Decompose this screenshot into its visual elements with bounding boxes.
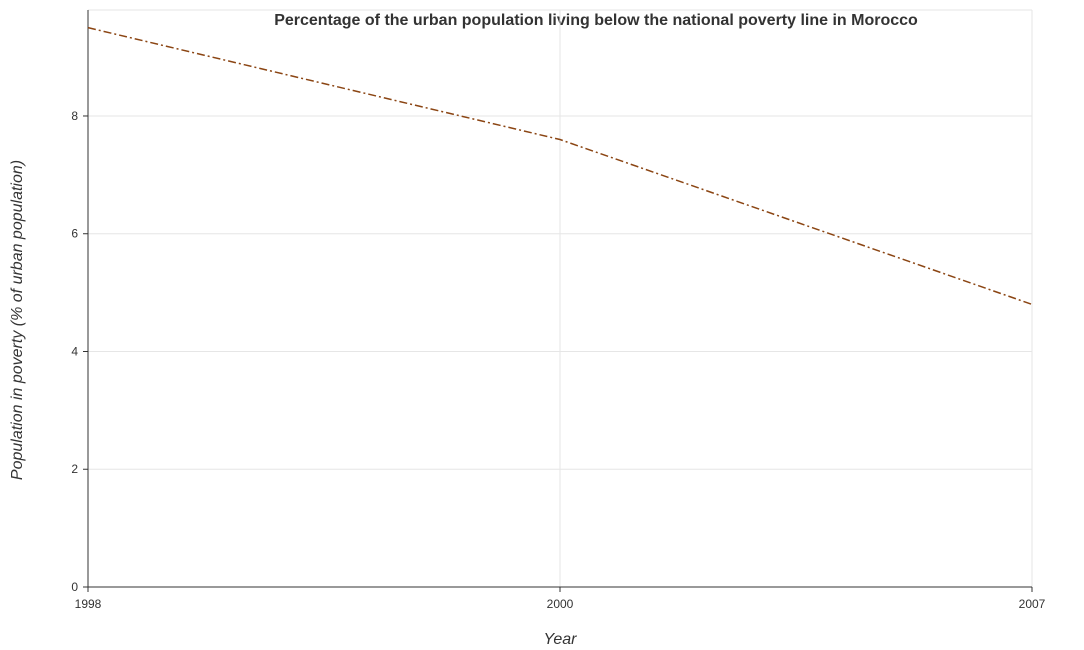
y-tick-label: 4 xyxy=(71,344,78,358)
y-tick-label: 8 xyxy=(71,109,78,123)
x-tick-label: 2000 xyxy=(547,597,574,611)
axes xyxy=(83,10,1032,592)
y-tick-label: 6 xyxy=(71,227,78,241)
x-axis-ticks: 1998 2000 2007 xyxy=(75,597,1046,611)
x-axis-label: Year xyxy=(544,631,578,648)
y-axis-label: Population in poverty (% of urban popula… xyxy=(9,160,26,480)
x-tick-label: 1998 xyxy=(75,597,102,611)
y-tick-label: 2 xyxy=(71,462,78,476)
y-tick-label: 0 xyxy=(71,580,78,594)
grid xyxy=(88,10,1032,587)
chart-title: Percentage of the urban population livin… xyxy=(274,12,918,29)
y-axis-ticks: 0 2 4 6 8 xyxy=(71,109,78,594)
x-tick-label: 2007 xyxy=(1019,597,1046,611)
